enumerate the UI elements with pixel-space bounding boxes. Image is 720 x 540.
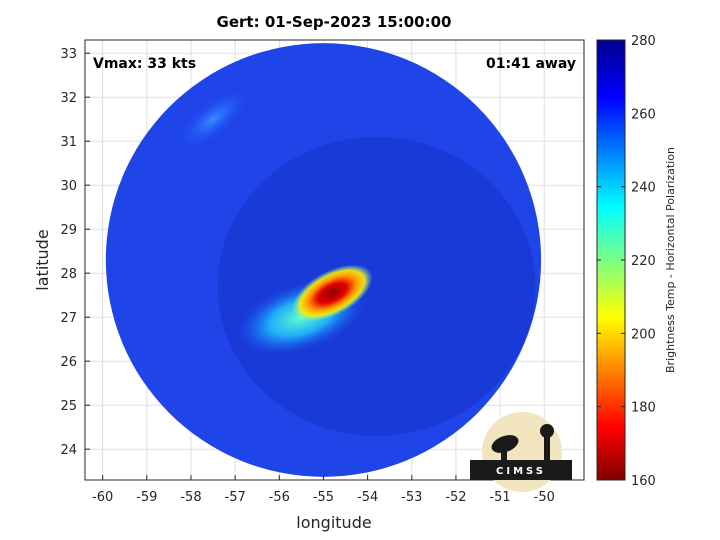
y-tick-label: 30 [60, 179, 77, 194]
dish-stand [501, 448, 507, 462]
y-tick-label: 32 [60, 91, 77, 106]
x-tick-label: -58 [180, 490, 201, 505]
y-tick-label: 29 [60, 223, 77, 238]
x-tick-label: -57 [225, 490, 246, 505]
x-tick-label: -59 [136, 490, 157, 505]
colorbar-tick-label: 160 [631, 474, 656, 489]
brightness-temp-field [105, 43, 542, 477]
water-tower-icon [540, 424, 554, 438]
swath-dark-region [217, 136, 536, 436]
y-axis-ticks: 24 25 26 27 28 29 30 31 32 33 [60, 47, 90, 458]
logo-base [470, 460, 572, 480]
y-tick-label: 31 [60, 135, 77, 150]
x-axis-ticks: -60 -59 -58 -57 -56 -55 -54 -53 -52 -51 -50 [92, 475, 555, 505]
x-axis-label: longitude [296, 513, 371, 532]
colorbar-tick-label: 280 [631, 34, 656, 49]
colorbar-tick-label: 240 [631, 181, 656, 196]
colorbar-tick-label: 260 [631, 107, 656, 122]
x-tick-label: -52 [445, 490, 466, 505]
satellite-dish-icon [491, 435, 519, 453]
y-tick-label: 27 [60, 311, 77, 326]
colorbar [596, 39, 626, 481]
x-tick-label: -54 [357, 490, 378, 505]
x-tick-label: -51 [489, 490, 510, 505]
x-tick-label: -50 [534, 490, 555, 505]
time-away-annotation: 01:41 away [486, 56, 576, 72]
colorbar-tick-label: 220 [631, 254, 656, 269]
y-tick-label: 24 [60, 443, 77, 458]
colorbar-tick-label: 180 [631, 401, 656, 416]
y-tick-label: 25 [60, 399, 77, 414]
y-tick-label: 28 [60, 267, 77, 282]
vmax-annotation: Vmax: 33 kts [93, 56, 196, 72]
logo-text: CIMSS [496, 466, 546, 477]
x-tick-label: -56 [269, 490, 290, 505]
colorbar-tick-label: 200 [631, 327, 656, 342]
chart-title: Gert: 01-Sep-2023 15:00:00 [217, 13, 452, 31]
outer-rainband [176, 88, 250, 150]
colorbar-ticks: 160 180 200 220 240 260 280 [597, 34, 656, 489]
y-axis-label: latitude [33, 229, 52, 290]
x-tick-label: -55 [313, 490, 334, 505]
x-tick-label: -53 [401, 490, 422, 505]
y-tick-label: 33 [60, 47, 77, 62]
storm-core [291, 264, 373, 322]
axes-box [84, 39, 585, 481]
tower-pole [544, 436, 550, 462]
colorbar-label: Brightness Temp - Horizontal Polarizatio… [664, 147, 677, 373]
cimss-logo: CIMSS [470, 412, 572, 492]
x-tick-label: -60 [92, 490, 113, 505]
y-tick-label: 26 [60, 355, 77, 370]
